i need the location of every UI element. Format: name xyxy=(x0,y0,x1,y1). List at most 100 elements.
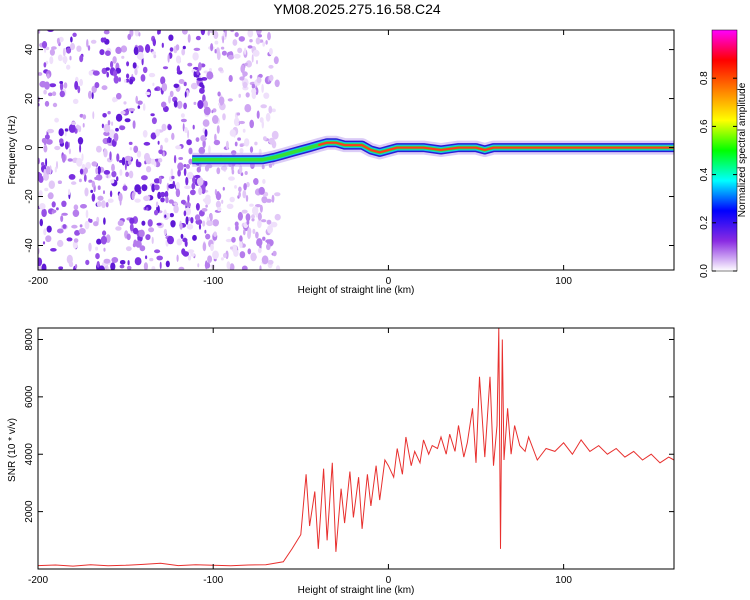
noise-speck xyxy=(88,90,92,99)
noise-speck xyxy=(106,71,109,78)
noise-speck xyxy=(157,140,160,145)
noise-speck xyxy=(252,49,260,57)
noise-speck xyxy=(202,100,208,109)
noise-speck xyxy=(38,30,41,34)
noise-speck xyxy=(253,178,259,185)
noise-speck xyxy=(134,184,141,193)
noise-speck xyxy=(69,55,72,61)
noise-speck xyxy=(215,200,221,208)
noise-speck xyxy=(154,161,161,168)
noise-speck xyxy=(126,265,132,270)
noise-speck xyxy=(251,214,255,219)
noise-speck xyxy=(48,92,53,97)
noise-speck xyxy=(274,79,280,88)
noise-speck xyxy=(39,203,46,210)
noise-speck xyxy=(238,93,241,98)
noise-speck xyxy=(103,258,111,264)
noise-speck xyxy=(91,193,96,202)
y-tick-label: 8000 xyxy=(24,328,35,351)
noise-speck xyxy=(273,56,279,65)
noise-speck xyxy=(105,202,109,208)
noise-speck xyxy=(100,235,107,245)
noise-speck xyxy=(138,32,141,37)
noise-speck xyxy=(244,62,248,66)
noise-speck xyxy=(74,80,79,90)
noise-speck xyxy=(261,255,269,265)
noise-speck xyxy=(181,48,186,56)
noise-speck xyxy=(178,157,184,160)
noise-speck xyxy=(136,150,142,158)
y-tick-label: -20 xyxy=(24,189,35,204)
noise-speck xyxy=(64,141,69,150)
noise-speck xyxy=(142,130,148,138)
noise-speck xyxy=(175,44,180,51)
noise-speck xyxy=(244,47,247,55)
noise-speck xyxy=(267,225,273,234)
noise-speck xyxy=(168,95,171,104)
noise-speck xyxy=(195,137,200,143)
noise-speck xyxy=(90,39,97,44)
noise-speck xyxy=(94,176,99,180)
noise-speck xyxy=(103,217,106,225)
noise-speck xyxy=(251,83,256,89)
noise-speck xyxy=(146,207,149,211)
noise-speck xyxy=(119,169,123,176)
noise-speck xyxy=(243,183,247,191)
noise-speck xyxy=(170,220,176,228)
noise-speck xyxy=(51,209,57,213)
noise-speck xyxy=(73,204,79,211)
noise-speck xyxy=(220,46,225,50)
noise-speck xyxy=(111,97,118,102)
noise-speck xyxy=(262,41,266,47)
noise-speck xyxy=(252,228,256,234)
noise-speck xyxy=(214,188,217,196)
noise-speck xyxy=(107,198,114,203)
colorbar-label: Normalized spectral amplitude xyxy=(737,82,748,217)
noise-speck xyxy=(222,113,226,121)
noise-speck xyxy=(71,224,78,229)
noise-speck xyxy=(221,199,224,204)
noise-speck xyxy=(56,37,60,45)
noise-speck xyxy=(246,219,250,225)
noise-speck xyxy=(267,32,271,41)
noise-speck xyxy=(160,197,165,203)
noise-speck xyxy=(151,51,156,55)
noise-speck xyxy=(59,81,64,84)
noise-speck xyxy=(218,102,221,106)
noise-speck xyxy=(223,253,227,258)
noise-speck xyxy=(261,83,264,93)
noise-speck xyxy=(170,168,174,177)
noise-speck xyxy=(221,50,227,56)
noise-speck xyxy=(44,187,49,192)
noise-speck xyxy=(101,85,108,91)
noise-speck xyxy=(58,266,64,270)
noise-speck xyxy=(188,158,193,165)
noise-speck xyxy=(266,243,271,251)
noise-speck xyxy=(211,110,214,114)
noise-speck xyxy=(38,190,43,198)
noise-speck xyxy=(98,265,105,270)
noise-speck xyxy=(255,211,259,218)
noise-speck xyxy=(257,247,262,254)
noise-speck xyxy=(134,257,142,266)
noise-speck xyxy=(127,160,132,166)
noise-speck xyxy=(45,166,51,175)
noise-speck xyxy=(243,229,246,236)
noise-speck xyxy=(138,229,145,238)
noise-speck xyxy=(195,35,201,41)
noise-speck xyxy=(124,162,127,171)
noise-speck xyxy=(259,204,263,213)
noise-speck xyxy=(159,176,162,185)
snr-x-axis-label: Height of straight line (km) xyxy=(298,585,415,596)
noise-speck xyxy=(88,179,93,183)
noise-speck xyxy=(79,55,84,63)
noise-speck xyxy=(180,199,186,205)
noise-speck xyxy=(81,153,84,161)
noise-speck xyxy=(192,234,197,241)
noise-speck xyxy=(184,185,191,190)
noise-speck xyxy=(239,148,244,154)
noise-speck xyxy=(175,188,181,198)
noise-speck xyxy=(60,215,64,223)
noise-speck xyxy=(67,158,73,162)
noise-speck xyxy=(126,233,131,241)
